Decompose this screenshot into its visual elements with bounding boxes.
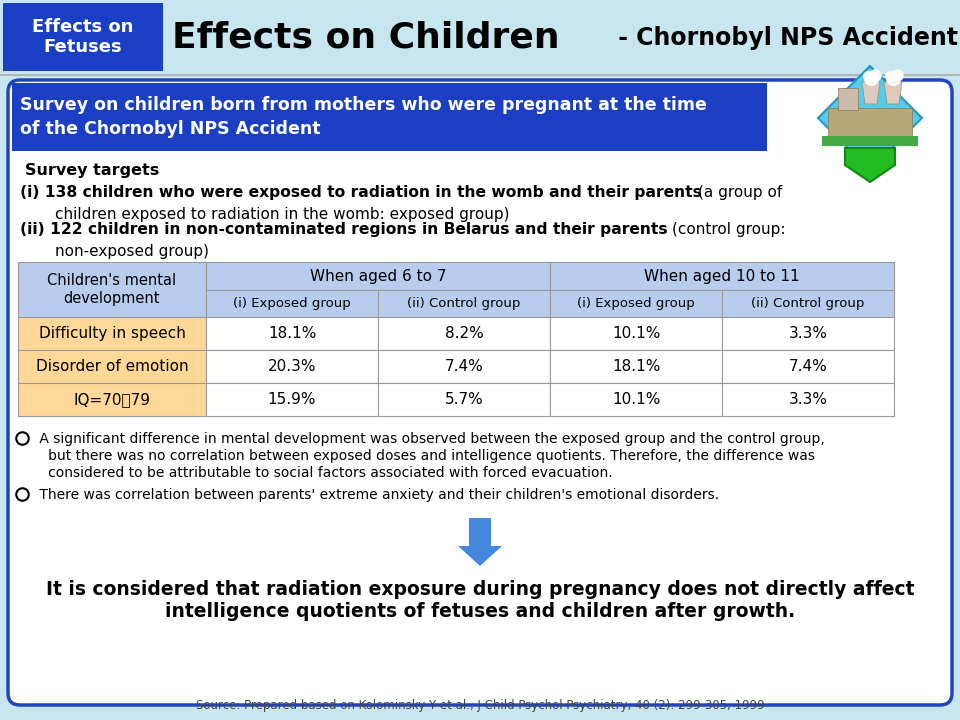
FancyBboxPatch shape bbox=[550, 290, 722, 317]
FancyBboxPatch shape bbox=[206, 350, 378, 383]
FancyBboxPatch shape bbox=[18, 350, 206, 383]
FancyBboxPatch shape bbox=[18, 262, 206, 317]
Text: 7.4%: 7.4% bbox=[444, 359, 484, 374]
Text: IQ=70～79: IQ=70～79 bbox=[74, 392, 151, 407]
Text: 20.3%: 20.3% bbox=[268, 359, 316, 374]
Text: Effects on
Fetuses: Effects on Fetuses bbox=[33, 17, 133, 56]
FancyBboxPatch shape bbox=[206, 262, 550, 290]
Text: It is considered that radiation exposure during pregnancy does not directly affe: It is considered that radiation exposure… bbox=[46, 580, 914, 599]
FancyBboxPatch shape bbox=[8, 80, 952, 705]
Text: (ii) Control group: (ii) Control group bbox=[752, 297, 865, 310]
Text: 5.7%: 5.7% bbox=[444, 392, 484, 407]
FancyBboxPatch shape bbox=[722, 290, 894, 317]
Text: 10.1%: 10.1% bbox=[612, 392, 660, 407]
FancyBboxPatch shape bbox=[206, 290, 378, 317]
Text: (i) 138 children who were exposed to radiation in the womb and their parents: (i) 138 children who were exposed to rad… bbox=[20, 185, 702, 200]
FancyBboxPatch shape bbox=[378, 350, 550, 383]
Text: considered to be attributable to social factors associated with forced evacuatio: considered to be attributable to social … bbox=[35, 466, 612, 480]
Text: Survey on children born from mothers who were pregnant at the time
of the Chorno: Survey on children born from mothers who… bbox=[20, 96, 707, 138]
FancyBboxPatch shape bbox=[3, 3, 163, 71]
FancyBboxPatch shape bbox=[206, 383, 378, 416]
Text: 7.4%: 7.4% bbox=[788, 359, 828, 374]
Polygon shape bbox=[458, 546, 502, 566]
Text: - Chornobyl NPS Accident -: - Chornobyl NPS Accident - bbox=[610, 26, 960, 50]
Text: (ii) Control group: (ii) Control group bbox=[407, 297, 520, 310]
Text: Children's mental
development: Children's mental development bbox=[47, 274, 177, 306]
Text: (i) Exposed group: (i) Exposed group bbox=[577, 297, 695, 310]
FancyBboxPatch shape bbox=[722, 317, 894, 350]
Text: 18.1%: 18.1% bbox=[268, 326, 316, 341]
Text: Survey targets: Survey targets bbox=[25, 163, 159, 178]
Text: intelligence quotients of fetuses and children after growth.: intelligence quotients of fetuses and ch… bbox=[165, 602, 795, 621]
Text: 3.3%: 3.3% bbox=[788, 326, 828, 341]
Text: (i) Exposed group: (i) Exposed group bbox=[233, 297, 350, 310]
Text: A significant difference in mental development was observed between the exposed : A significant difference in mental devel… bbox=[35, 432, 825, 446]
Polygon shape bbox=[818, 66, 922, 170]
Text: 8.2%: 8.2% bbox=[444, 326, 484, 341]
FancyBboxPatch shape bbox=[722, 383, 894, 416]
FancyBboxPatch shape bbox=[378, 290, 550, 317]
Text: (ii) 122 children in non-contaminated regions in Belarus and their parents: (ii) 122 children in non-contaminated re… bbox=[20, 222, 667, 237]
Text: children exposed to radiation in the womb: exposed group): children exposed to radiation in the wom… bbox=[55, 207, 510, 222]
FancyBboxPatch shape bbox=[550, 383, 722, 416]
FancyBboxPatch shape bbox=[378, 317, 550, 350]
Text: Effects on Children: Effects on Children bbox=[172, 21, 560, 55]
Text: Source: Prepared based on Kolominsky Y et al., J Child Psychol Psychiatry, 40 (2: Source: Prepared based on Kolominsky Y e… bbox=[196, 699, 764, 712]
FancyBboxPatch shape bbox=[378, 383, 550, 416]
Text: 18.1%: 18.1% bbox=[612, 359, 660, 374]
Text: but there was no correlation between exposed doses and intelligence quotients. T: but there was no correlation between exp… bbox=[35, 449, 815, 463]
FancyBboxPatch shape bbox=[12, 83, 767, 151]
FancyBboxPatch shape bbox=[18, 317, 206, 350]
FancyBboxPatch shape bbox=[822, 136, 918, 146]
Text: When aged 6 to 7: When aged 6 to 7 bbox=[310, 269, 446, 284]
FancyBboxPatch shape bbox=[838, 88, 858, 110]
FancyBboxPatch shape bbox=[828, 108, 912, 138]
Text: When aged 10 to 11: When aged 10 to 11 bbox=[644, 269, 800, 284]
FancyBboxPatch shape bbox=[18, 383, 206, 416]
Polygon shape bbox=[862, 82, 880, 104]
Polygon shape bbox=[469, 518, 491, 546]
Text: 3.3%: 3.3% bbox=[788, 392, 828, 407]
Text: Disorder of emotion: Disorder of emotion bbox=[36, 359, 188, 374]
FancyBboxPatch shape bbox=[722, 350, 894, 383]
Text: 15.9%: 15.9% bbox=[268, 392, 316, 407]
Text: There was correlation between parents' extreme anxiety and their children's emot: There was correlation between parents' e… bbox=[35, 488, 719, 502]
Polygon shape bbox=[884, 82, 902, 104]
Text: Difficulty in speech: Difficulty in speech bbox=[38, 326, 185, 341]
FancyBboxPatch shape bbox=[206, 317, 378, 350]
Text: (control group:: (control group: bbox=[672, 222, 785, 237]
FancyBboxPatch shape bbox=[550, 350, 722, 383]
Text: 10.1%: 10.1% bbox=[612, 326, 660, 341]
Text: (a group of: (a group of bbox=[698, 185, 782, 200]
FancyBboxPatch shape bbox=[550, 317, 722, 350]
Polygon shape bbox=[845, 148, 895, 182]
Text: non-exposed group): non-exposed group) bbox=[55, 244, 209, 259]
FancyBboxPatch shape bbox=[550, 262, 894, 290]
